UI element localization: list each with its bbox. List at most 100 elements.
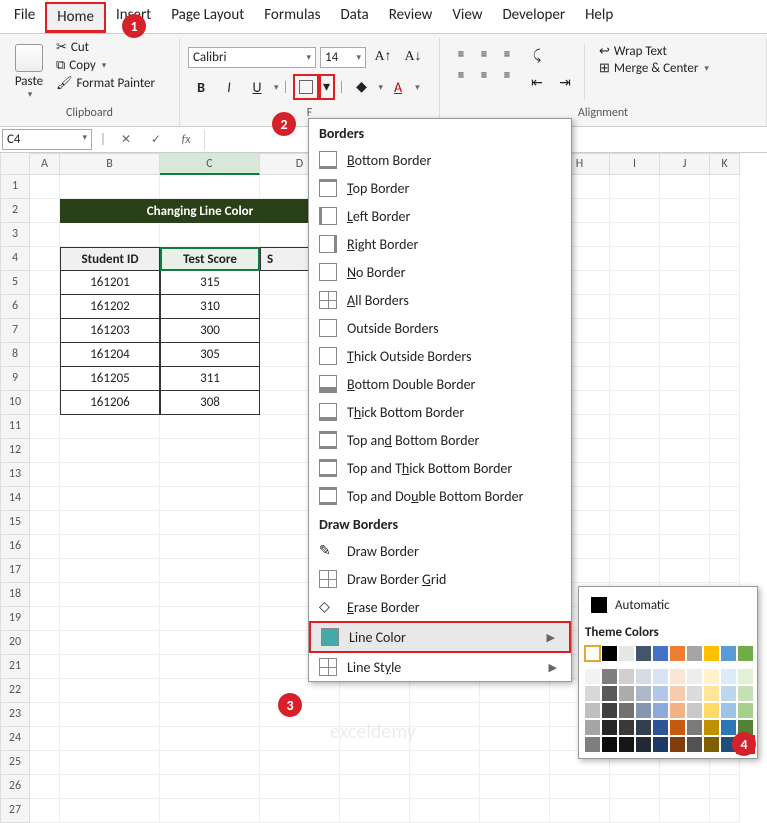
row-header[interactable]: 25	[0, 751, 30, 775]
color-swatch[interactable]	[687, 669, 702, 684]
color-swatch[interactable]	[738, 686, 753, 701]
menu-item-line-color[interactable]: Line Color▶	[309, 621, 571, 653]
bold-button[interactable]: B	[188, 74, 214, 100]
tab-help[interactable]: Help	[575, 2, 623, 33]
cell[interactable]	[30, 319, 60, 343]
cell[interactable]	[60, 655, 160, 679]
cell[interactable]	[710, 247, 740, 271]
cell[interactable]	[30, 799, 60, 823]
tab-data[interactable]: Data	[330, 2, 378, 33]
decrease-indent-button[interactable]: ⇤	[524, 70, 550, 96]
cell[interactable]	[340, 727, 410, 751]
color-swatch[interactable]	[738, 669, 753, 684]
cell[interactable]: Student ID	[60, 247, 160, 271]
cell[interactable]	[410, 703, 480, 727]
color-swatch[interactable]	[636, 720, 651, 735]
cut-button[interactable]: ✂Cut	[56, 40, 155, 55]
cell[interactable]	[60, 703, 160, 727]
row-header[interactable]: 1	[0, 175, 30, 199]
cell[interactable]	[710, 775, 740, 799]
row-header[interactable]: 24	[0, 727, 30, 751]
row-header[interactable]: 8	[0, 343, 30, 367]
cell[interactable]	[30, 559, 60, 583]
menu-item-left-border[interactable]: Left Border	[309, 202, 571, 230]
cell[interactable]	[340, 751, 410, 775]
color-swatch[interactable]	[636, 686, 651, 701]
cell[interactable]	[60, 463, 160, 487]
cell[interactable]	[30, 271, 60, 295]
tab-review[interactable]: Review	[379, 2, 443, 33]
cell[interactable]	[610, 199, 660, 223]
cell[interactable]	[60, 775, 160, 799]
cell[interactable]	[160, 415, 260, 439]
align-bottom-button[interactable]: ≡	[496, 44, 518, 64]
color-swatch[interactable]	[721, 703, 736, 718]
cell[interactable]	[160, 583, 260, 607]
menu-item-erase-border[interactable]: ◇Erase Border	[309, 593, 571, 621]
cell[interactable]	[160, 607, 260, 631]
color-swatch[interactable]	[704, 686, 719, 701]
menu-item-thick-outside-borders[interactable]: Thick Outside Borders	[309, 342, 571, 370]
color-swatch[interactable]	[704, 703, 719, 718]
cell[interactable]	[710, 319, 740, 343]
tab-file[interactable]: File	[4, 2, 45, 33]
menu-item-top-and-double-bottom-border[interactable]: Top and Double Bottom Border	[309, 482, 571, 510]
cell[interactable]	[60, 583, 160, 607]
row-header[interactable]: 2	[0, 199, 30, 223]
cell[interactable]: 161202	[60, 295, 160, 319]
cell[interactable]	[610, 799, 660, 823]
cell[interactable]	[480, 703, 550, 727]
color-swatch[interactable]	[687, 737, 702, 752]
cell[interactable]	[160, 703, 260, 727]
cell[interactable]	[610, 343, 660, 367]
row-header[interactable]: 14	[0, 487, 30, 511]
orientation-button[interactable]: ⤹	[524, 44, 550, 70]
row-header[interactable]: 11	[0, 415, 30, 439]
row-header[interactable]: 6	[0, 295, 30, 319]
cell[interactable]	[60, 175, 160, 199]
cell[interactable]	[660, 415, 710, 439]
cell[interactable]: 300	[160, 319, 260, 343]
cell[interactable]	[660, 247, 710, 271]
cell[interactable]	[610, 271, 660, 295]
cell[interactable]	[340, 799, 410, 823]
row-header[interactable]: 4	[0, 247, 30, 271]
tab-view[interactable]: View	[442, 2, 492, 33]
color-swatch[interactable]	[602, 646, 617, 661]
tab-home[interactable]: Home	[45, 2, 106, 33]
cell[interactable]	[610, 223, 660, 247]
fill-color-button[interactable]: ◆	[349, 74, 375, 100]
borders-dropdown-button[interactable]: ▾	[319, 74, 335, 100]
cell[interactable]	[340, 703, 410, 727]
menu-item-top-and-bottom-border[interactable]: Top and Bottom Border	[309, 426, 571, 454]
copy-button[interactable]: ⧉Copy▾	[56, 58, 155, 73]
cell[interactable]	[60, 535, 160, 559]
cell[interactable]	[30, 607, 60, 631]
cell[interactable]	[610, 295, 660, 319]
color-swatch[interactable]	[653, 703, 668, 718]
cell[interactable]	[30, 343, 60, 367]
cell[interactable]	[160, 463, 260, 487]
cell[interactable]	[30, 223, 60, 247]
name-box[interactable]: C4▾	[2, 129, 92, 150]
cell[interactable]	[710, 415, 740, 439]
cell[interactable]	[610, 559, 660, 583]
menu-item-right-border[interactable]: Right Border	[309, 230, 571, 258]
cell[interactable]	[160, 679, 260, 703]
cell[interactable]	[410, 727, 480, 751]
cell[interactable]: Test Score	[160, 247, 260, 271]
row-header[interactable]: 23	[0, 703, 30, 727]
cell[interactable]	[480, 679, 550, 703]
color-swatch[interactable]	[636, 669, 651, 684]
color-swatch[interactable]	[585, 669, 600, 684]
color-swatch[interactable]	[636, 737, 651, 752]
align-right-button[interactable]: ≡	[496, 65, 518, 85]
cell[interactable]	[710, 295, 740, 319]
color-swatch[interactable]	[602, 703, 617, 718]
font-size-combo[interactable]: 14▾	[320, 47, 366, 68]
cell[interactable]	[710, 463, 740, 487]
row-header[interactable]: 16	[0, 535, 30, 559]
row-header[interactable]: 18	[0, 583, 30, 607]
color-swatch[interactable]	[738, 703, 753, 718]
cell[interactable]	[160, 799, 260, 823]
